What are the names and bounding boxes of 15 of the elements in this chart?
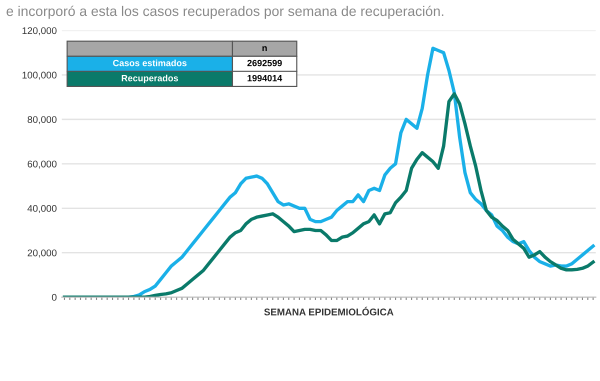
y-tick-label: 0 (52, 294, 57, 301)
text: e incorporó a esta los casos recuperados por semana de recuperación. (6, 6, 444, 19)
x-axis-title: SEMANA EPIDEMIOLÓGICA (264, 306, 394, 316)
y-tick-label: 120,000 (22, 27, 57, 36)
legend-title: n (262, 46, 267, 52)
y-tick-label: 100,000 (22, 72, 57, 80)
y-tick-label: 20,000 (28, 249, 57, 258)
y-tick-label: 40,000 (27, 205, 57, 214)
text: Casos estimados (113, 60, 187, 66)
y-tick-label: 80,000 (28, 116, 57, 124)
y-tick-label: 60,000 (28, 160, 57, 169)
annotation: 2692599 (247, 60, 282, 66)
text: Recuperados (122, 74, 178, 84)
line-series (62, 92, 595, 298)
annotation: 1994014 (248, 74, 282, 82)
